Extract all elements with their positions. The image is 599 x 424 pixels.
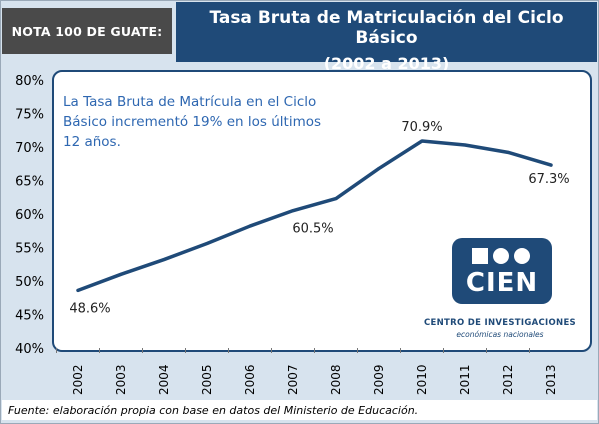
- org-name: CENTRO DE INVESTIGACIONES: [424, 318, 576, 328]
- logo-square-icon: [472, 248, 488, 264]
- chart-title-line1: Tasa Bruta de Matriculación del Ciclo Bá…: [209, 8, 564, 48]
- y-tick-label: 55%: [15, 242, 44, 257]
- cien-logo: CIEN: [452, 238, 552, 304]
- data-point: [463, 143, 467, 147]
- plot-area: [52, 70, 592, 352]
- data-point: [162, 258, 166, 262]
- y-tick-label: 75%: [15, 108, 44, 123]
- line-chart: 40% 45% 50% 55% 60% 65% 70% 75% 80% 2002 2003 2004 2…: [15, 74, 570, 395]
- x-tick-label: 2005: [200, 364, 214, 395]
- y-tick-label: 65%: [15, 175, 44, 190]
- data-label: 60.5%: [292, 222, 333, 237]
- x-tick-label: 2007: [286, 364, 300, 395]
- chart-annotation: La Tasa Bruta de Matrícula en el Ciclo B…: [63, 92, 363, 152]
- data-point: [506, 150, 510, 154]
- chart-title-line2: (2002 a 2013): [323, 54, 450, 73]
- x-tick-label: 2009: [372, 364, 386, 395]
- x-tick-label: 2004: [157, 364, 171, 395]
- y-tick-label: 70%: [15, 141, 44, 156]
- source-note: Fuente: elaboración propia con base en d…: [2, 400, 597, 420]
- data-point: [248, 224, 252, 228]
- data-point: [377, 166, 381, 170]
- data-label: 48.6%: [69, 301, 110, 316]
- data-label: 70.9%: [401, 120, 442, 135]
- annotation-line1: La Tasa Bruta de Matrícula en el Ciclo: [63, 94, 317, 110]
- x-tick-label: 2002: [71, 364, 85, 395]
- data-point: [119, 272, 123, 276]
- annotation-line3: 12 años.: [63, 134, 121, 150]
- org-subtitle: económicas nacionales: [456, 330, 544, 339]
- data-point: [549, 163, 553, 167]
- logo-circle-icon: [493, 248, 509, 264]
- note-badge: NOTA 100 DE GUATE:: [2, 8, 172, 54]
- y-tick-label: 60%: [15, 208, 44, 223]
- x-tick-label: 2006: [243, 364, 257, 395]
- series-line: [76, 139, 553, 293]
- x-tick-label: 2008: [329, 364, 343, 395]
- chart-title-box: Tasa Bruta de Matriculación del Ciclo Bá…: [176, 2, 597, 73]
- x-tick-label: 2010: [415, 364, 429, 395]
- x-tick-label: 2003: [114, 364, 128, 395]
- annotation-line2: Básico incrementó 19% en los últimos: [63, 114, 322, 130]
- data-label: 67.3%: [528, 172, 569, 187]
- y-tick-label: 40%: [15, 342, 44, 357]
- x-tick-label: 2012: [501, 364, 515, 395]
- x-tick-label: 2013: [544, 364, 558, 395]
- data-point: [334, 197, 338, 201]
- data-point: [420, 139, 424, 143]
- x-tick-label: 2011: [458, 364, 472, 395]
- y-tick-label: 45%: [15, 309, 44, 324]
- logo-text: CIEN: [465, 268, 539, 298]
- y-tick-label: 50%: [15, 275, 44, 290]
- data-point: [291, 209, 295, 213]
- data-point: [76, 288, 80, 292]
- logo-circle-icon: [514, 248, 530, 264]
- data-point: [205, 241, 209, 245]
- y-tick-label: 80%: [15, 74, 44, 89]
